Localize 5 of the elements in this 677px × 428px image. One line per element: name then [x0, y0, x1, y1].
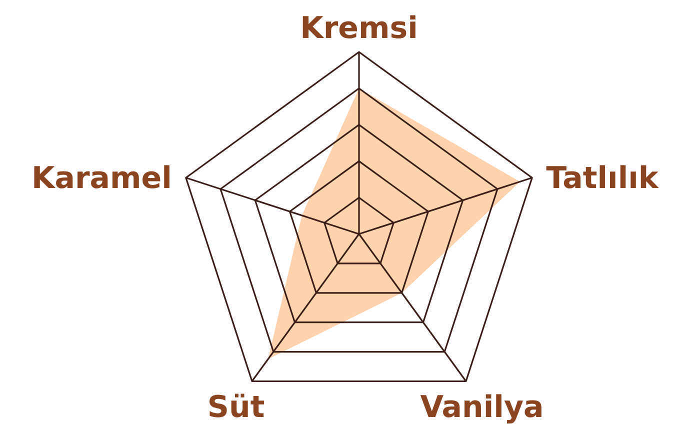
spoke-label: Kremsi: [300, 11, 418, 46]
spoke-label: Süt: [207, 390, 265, 426]
spoke-label: Tatlılık: [546, 160, 660, 196]
spoke-label: Vanilya: [420, 390, 544, 426]
spoke-label: Karamel: [31, 160, 172, 196]
